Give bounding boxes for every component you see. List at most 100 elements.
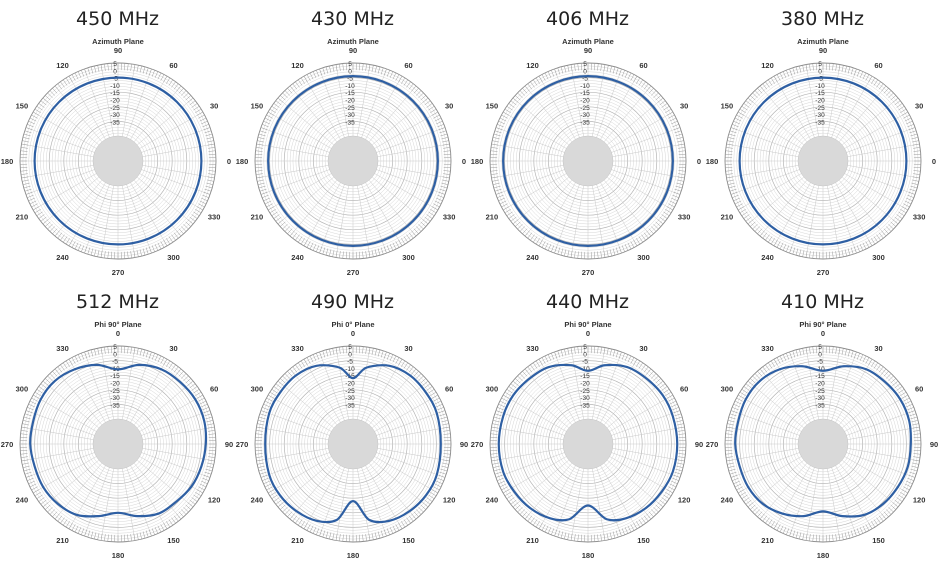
polar-spoke bbox=[289, 368, 338, 426]
angle-tick-label: 270 bbox=[817, 268, 830, 277]
polar-rim-tick bbox=[677, 143, 685, 146]
angle-tick-label: 270 bbox=[1, 440, 14, 449]
angle-tick-label: 30 bbox=[874, 344, 882, 353]
polar-rim-tick bbox=[750, 221, 756, 227]
polar-rim-tick bbox=[888, 224, 894, 230]
polar-rim-tick bbox=[438, 474, 446, 478]
polar-spoke bbox=[838, 368, 887, 426]
polar-rim-tick bbox=[292, 232, 298, 239]
polar-rim-tick bbox=[659, 100, 666, 106]
polar-rim-tick bbox=[653, 375, 659, 381]
polar-rim-tick bbox=[900, 108, 907, 113]
polar-rim-tick bbox=[519, 90, 525, 96]
polar-rim-tick bbox=[492, 462, 500, 465]
polar-rim-tick bbox=[530, 364, 535, 371]
polar-rim-tick bbox=[154, 244, 159, 251]
polar-rim-tick bbox=[881, 513, 887, 520]
polar-spoke bbox=[268, 456, 332, 494]
polar-rim-tick bbox=[47, 224, 53, 230]
chart-panel: 430 MHz Azimuth Plane 5 0 -5 -10 -15 -20 -25 -30… bbox=[235, 0, 470, 283]
polar-rim-tick bbox=[136, 65, 139, 73]
polar-rim-tick bbox=[773, 239, 778, 246]
polar-rim-tick bbox=[600, 63, 602, 71]
polar-rim-tick bbox=[65, 77, 70, 84]
polar-rim-tick bbox=[173, 366, 179, 373]
polar-spoke bbox=[738, 394, 802, 432]
angle-tick-label: 180 bbox=[1, 157, 14, 166]
polar-rim-tick bbox=[624, 71, 629, 78]
polar-rim-tick bbox=[277, 219, 284, 225]
polar-rim-tick bbox=[166, 521, 171, 528]
polar-rim-tick bbox=[97, 65, 100, 73]
angle-tick-label: 120 bbox=[208, 496, 221, 505]
angle-tick-label: 210 bbox=[486, 213, 499, 222]
polar-spoke bbox=[596, 467, 622, 537]
polar-rim-tick bbox=[403, 236, 409, 243]
polar-rim-tick bbox=[269, 492, 276, 497]
polar-spoke bbox=[805, 185, 819, 258]
radial-tick-label: -5 bbox=[582, 359, 588, 366]
polar-rim-tick bbox=[181, 90, 187, 96]
polar-rim-tick bbox=[329, 65, 332, 73]
radial-tick-label: -20 bbox=[815, 381, 825, 388]
polar-rim-tick bbox=[268, 206, 275, 211]
radial-tick-label: -25 bbox=[345, 388, 355, 395]
polar-rim-tick bbox=[195, 391, 202, 396]
polar-rim-tick bbox=[890, 221, 896, 227]
polar-rim-tick bbox=[643, 515, 649, 522]
angle-tick-label: 30 bbox=[680, 102, 688, 111]
angle-tick-label: 180 bbox=[112, 551, 125, 560]
polar-rim-tick bbox=[371, 65, 374, 73]
polar-rim-tick bbox=[199, 400, 207, 405]
polar-rim-tick bbox=[835, 346, 837, 354]
polar-rim-tick bbox=[163, 239, 168, 246]
polar-rim-tick bbox=[865, 524, 870, 531]
polar-rim-tick bbox=[191, 103, 198, 108]
polar-spoke bbox=[368, 462, 417, 520]
polar-rim-tick bbox=[544, 355, 549, 363]
polar-rim-tick bbox=[100, 64, 103, 72]
polar-rim-tick bbox=[258, 468, 266, 472]
polar-rim-tick bbox=[901, 489, 908, 494]
polar-rim-tick bbox=[440, 468, 448, 472]
polar-spoke bbox=[759, 462, 808, 520]
polar-rim-tick bbox=[638, 519, 644, 526]
polar-rim-tick bbox=[663, 105, 670, 111]
polar-rim-tick bbox=[257, 179, 265, 182]
polar-rim-tick bbox=[669, 117, 677, 122]
polar-rim-tick bbox=[52, 228, 58, 234]
polar-rim-tick bbox=[560, 248, 564, 256]
polar-rim-tick bbox=[268, 394, 275, 399]
polar-rim-tick bbox=[168, 236, 174, 243]
polar-rim-tick bbox=[802, 348, 805, 356]
polar-rim-tick bbox=[280, 95, 286, 101]
polar-rim-tick bbox=[752, 92, 758, 98]
polar-rim-tick bbox=[844, 348, 847, 356]
polar-rim-tick bbox=[856, 70, 860, 77]
polar-spoke bbox=[773, 465, 811, 529]
polar-rim-tick bbox=[653, 507, 659, 513]
polar-rim-tick bbox=[886, 373, 892, 379]
polar-rim-tick bbox=[107, 63, 109, 71]
polar-rim-tick bbox=[386, 245, 390, 252]
polar-rim-tick bbox=[896, 386, 903, 391]
polar-rim-tick bbox=[779, 355, 784, 363]
polar-rim-tick bbox=[185, 221, 191, 227]
polar-rim-tick bbox=[865, 74, 870, 81]
polar-spoke bbox=[524, 368, 573, 426]
polar-rim-tick bbox=[802, 65, 805, 73]
radial-tick-label: -25 bbox=[815, 105, 825, 112]
polar-rim-tick bbox=[789, 68, 793, 76]
polar-rim-tick bbox=[309, 242, 314, 250]
polar-rim-tick bbox=[71, 524, 76, 531]
polar-rim-tick bbox=[368, 64, 371, 72]
polar-rim-tick bbox=[136, 348, 139, 356]
polar-rim-tick bbox=[84, 351, 88, 359]
polar-rim-tick bbox=[676, 423, 684, 426]
polar-rim-tick bbox=[23, 416, 31, 420]
polar-spoke bbox=[831, 467, 857, 537]
polar-rim-tick bbox=[522, 511, 528, 517]
radial-tick-label: 0 bbox=[583, 351, 587, 358]
polar-spoke bbox=[377, 448, 450, 462]
polar-rim-tick bbox=[678, 453, 686, 455]
